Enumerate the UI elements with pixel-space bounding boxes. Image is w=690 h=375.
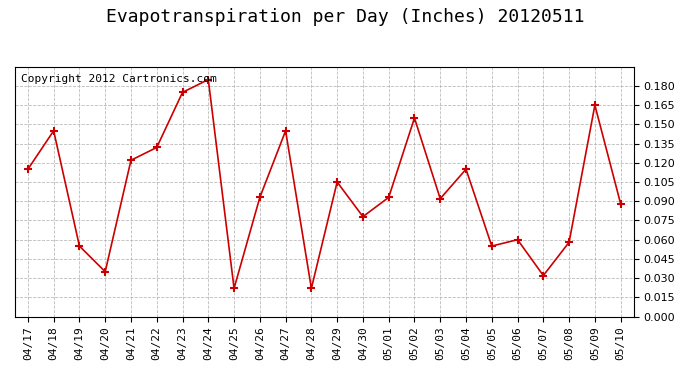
Text: Copyright 2012 Cartronics.com: Copyright 2012 Cartronics.com xyxy=(21,74,217,84)
Text: Evapotranspiration per Day (Inches) 20120511: Evapotranspiration per Day (Inches) 2012… xyxy=(106,8,584,26)
